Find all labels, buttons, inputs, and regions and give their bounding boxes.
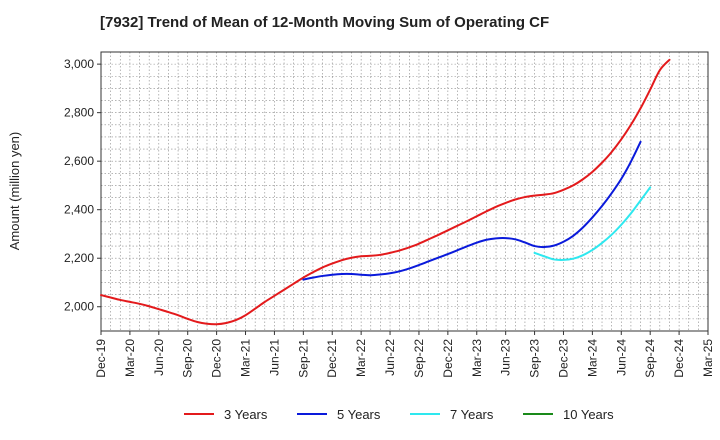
y-tick-label: 3,000 (64, 57, 94, 71)
chart-title: [7932] Trend of Mean of 12-Month Moving … (100, 14, 550, 31)
x-tick-label: Mar-23 (470, 339, 484, 377)
series-line-5-years (302, 140, 642, 281)
y-axis: 2,000 2,200 2,400 2,600 2,800 3,000 (64, 57, 101, 314)
x-tick-label: Sep-22 (412, 339, 426, 378)
x-tick-label: Jun-23 (499, 339, 513, 376)
x-tick-label: Dec-24 (672, 339, 686, 378)
legend-label: 5 Years (337, 407, 381, 422)
x-tick-label: Dec-23 (556, 339, 570, 378)
x-tick-label: Sep-23 (528, 339, 542, 378)
x-tick-label: Mar-24 (585, 339, 599, 377)
y-tick-label: 2,600 (64, 154, 94, 168)
legend: 3 Years 5 Years 7 Years 10 Years (184, 407, 614, 422)
grid-lines (101, 52, 708, 331)
x-tick-label: Sep-24 (643, 339, 657, 378)
x-tick-label: Dec-21 (325, 339, 339, 378)
y-tick-label: 2,000 (64, 300, 94, 314)
legend-label: 7 Years (450, 407, 494, 422)
x-tick-label: Dec-20 (210, 339, 224, 378)
x-tick-label: Mar-25 (701, 339, 715, 377)
plot-frame (100, 51, 709, 332)
x-tick-label: Jun-20 (152, 339, 166, 376)
x-tick-label: Jun-21 (267, 339, 281, 376)
legend-label: 10 Years (563, 407, 614, 422)
x-tick-label: Jun-22 (383, 339, 397, 376)
y-tick-label: 2,800 (64, 106, 94, 120)
y-axis-label: Amount (million yen) (7, 132, 22, 251)
legend-label: 3 Years (224, 407, 268, 422)
x-tick-label: Sep-20 (181, 339, 195, 378)
series-lines (100, 58, 671, 326)
x-tick-label: Mar-20 (123, 339, 137, 377)
x-axis: Dec-19 Mar-20 Jun-20 Sep-20 Dec-20 Mar-21 Jun-… (94, 331, 715, 378)
x-tick-label: Dec-22 (441, 339, 455, 378)
series-line-7-years (533, 186, 652, 261)
y-tick-label: 2,400 (64, 203, 94, 217)
x-tick-label: Mar-21 (239, 339, 253, 377)
x-tick-label: Mar-22 (354, 339, 368, 377)
y-tick-label: 2,200 (64, 251, 94, 265)
series-line-3-years (100, 58, 671, 326)
x-tick-label: Dec-19 (94, 339, 108, 378)
x-tick-label: Sep-21 (296, 339, 310, 378)
x-tick-label: Jun-24 (614, 339, 628, 376)
